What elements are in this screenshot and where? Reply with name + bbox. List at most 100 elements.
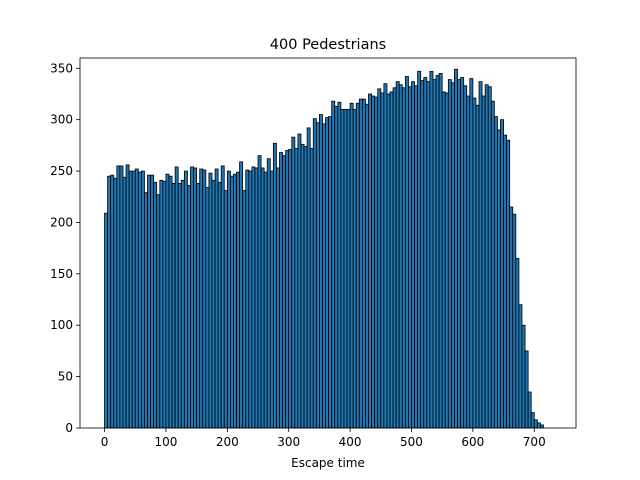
histogram-bar xyxy=(251,166,256,429)
histogram-bar xyxy=(279,152,283,429)
histogram-bar xyxy=(395,81,400,429)
histogram-bar xyxy=(266,158,271,429)
y-tick-label: 150 xyxy=(50,267,73,281)
histogram-bar xyxy=(512,213,517,429)
histogram-bar xyxy=(272,142,277,429)
histogram-bar xyxy=(156,194,161,429)
histogram-bar xyxy=(245,169,250,429)
histogram-bar xyxy=(426,81,431,429)
y-tick-label: 0 xyxy=(65,421,73,435)
histogram-bar xyxy=(125,164,130,429)
histogram-bar xyxy=(352,108,357,429)
x-tick-label: 300 xyxy=(277,435,300,449)
histogram-bar xyxy=(116,165,121,429)
histogram-bar xyxy=(315,122,320,429)
histogram-bar xyxy=(113,177,118,429)
histogram-bar xyxy=(500,119,504,429)
histogram-bar xyxy=(404,76,409,429)
x-tick-label: 100 xyxy=(154,435,177,449)
x-tick-label: 600 xyxy=(461,435,484,449)
histogram-bar xyxy=(190,166,194,429)
histogram-bar xyxy=(487,86,492,429)
histogram-bar xyxy=(180,179,185,429)
histogram-bar xyxy=(183,170,188,429)
histogram-bar xyxy=(168,175,173,429)
histogram-bar xyxy=(312,118,317,429)
histogram-bar xyxy=(187,185,191,429)
histogram-bar xyxy=(174,166,179,429)
histogram-bar xyxy=(233,173,237,429)
histogram-bar xyxy=(263,171,268,429)
histogram-bar xyxy=(377,88,382,429)
histogram-bar xyxy=(260,167,265,429)
histogram-bar xyxy=(291,136,296,429)
histogram-bar xyxy=(506,139,511,429)
x-axis-label: Escape time xyxy=(291,456,365,470)
y-tick-label: 200 xyxy=(50,215,73,229)
histogram-bar xyxy=(389,91,394,429)
histogram-bar xyxy=(309,148,314,429)
histogram-bar xyxy=(236,171,241,429)
histogram-bar xyxy=(478,81,483,429)
histogram-bar xyxy=(319,114,323,429)
x-tick-label: 400 xyxy=(339,435,362,449)
histogram-bar xyxy=(438,73,443,429)
histogram-bar xyxy=(472,97,477,429)
histogram-bar xyxy=(334,105,339,429)
histogram-bar xyxy=(509,206,514,429)
y-tick-label: 100 xyxy=(50,318,73,332)
histogram-bar xyxy=(484,84,489,429)
histogram-bar xyxy=(202,169,207,429)
histogram-bar xyxy=(128,170,133,429)
histogram-bar xyxy=(503,134,508,429)
histogram-bar xyxy=(104,212,109,429)
x-axis-ticks: 0 100 200 300 400 500 600 700 xyxy=(101,428,546,449)
histogram-bar xyxy=(383,83,388,429)
histogram-bar xyxy=(368,93,372,429)
histogram-bar xyxy=(460,77,465,429)
histogram-bar xyxy=(162,180,167,429)
histogram-bar xyxy=(211,179,216,429)
histogram-bar xyxy=(199,168,204,429)
histogram-bar xyxy=(177,182,182,429)
histogram-bar xyxy=(137,171,142,429)
histogram-bar xyxy=(423,77,428,429)
histogram-bar xyxy=(408,86,412,429)
histogram-bar xyxy=(122,176,127,429)
histogram-bar xyxy=(285,150,290,429)
histogram-bar xyxy=(374,96,379,429)
histogram-bar xyxy=(447,79,452,429)
histogram-bar xyxy=(481,95,486,429)
histogram-bar xyxy=(288,149,293,429)
histogram-bar xyxy=(165,173,170,429)
histogram-bar xyxy=(414,85,419,429)
histogram-bar xyxy=(450,82,455,429)
histogram-bar xyxy=(524,350,529,429)
histogram-bar xyxy=(533,419,538,429)
histogram-bar xyxy=(469,78,474,429)
histogram-bar xyxy=(119,165,124,429)
histogram-bar xyxy=(325,117,330,429)
histogram-bar xyxy=(331,100,336,429)
histogram-bar xyxy=(493,116,498,429)
histogram-bar xyxy=(217,181,222,429)
histogram-bar xyxy=(518,304,523,429)
histogram-bar xyxy=(527,391,532,429)
histogram-bar xyxy=(441,91,446,429)
histogram-bar xyxy=(429,70,434,429)
histogram-bar xyxy=(420,80,425,429)
x-tick-label: 500 xyxy=(400,435,423,449)
histogram-bar xyxy=(134,168,139,429)
histogram-bar xyxy=(457,79,461,429)
x-tick-label: 700 xyxy=(523,435,546,449)
histogram-bar xyxy=(361,98,366,429)
x-tick-label: 0 xyxy=(101,435,109,449)
histogram-bar xyxy=(110,174,115,429)
histogram-bar xyxy=(150,174,155,429)
histogram-bar xyxy=(303,145,308,429)
histogram-bar xyxy=(144,192,148,429)
histogram-bar xyxy=(239,161,244,429)
histogram-bar xyxy=(337,101,342,429)
histogram-bar xyxy=(355,102,360,429)
